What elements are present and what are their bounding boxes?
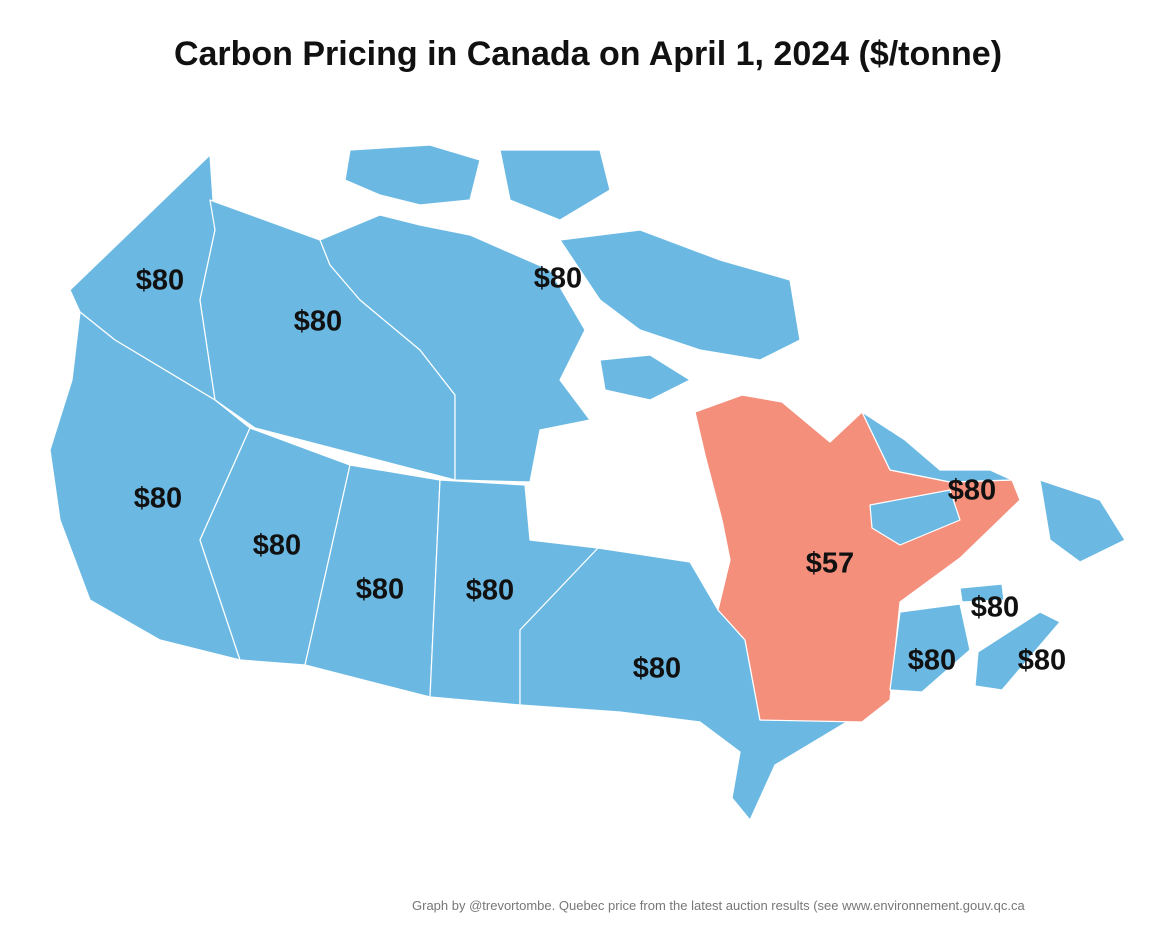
region-label: $80 bbox=[1018, 645, 1066, 677]
map-title: Carbon Pricing in Canada on April 1, 202… bbox=[174, 35, 1002, 73]
region-label: $80 bbox=[971, 592, 1019, 624]
region-label: $80 bbox=[466, 575, 514, 607]
region-label: $80 bbox=[534, 263, 582, 295]
region-shape bbox=[344, 144, 481, 206]
region-shape bbox=[974, 611, 1061, 691]
region-shape bbox=[599, 354, 691, 401]
region-label: $80 bbox=[136, 265, 184, 297]
region-shape bbox=[889, 603, 971, 693]
labels: $80 $80 $80 $80 $80 $80 $80 $80 $57 $80 … bbox=[134, 263, 1066, 685]
region-shape bbox=[49, 311, 251, 661]
region-shape bbox=[199, 427, 351, 666]
region-label: $80 bbox=[633, 653, 681, 685]
region-shape bbox=[499, 149, 611, 221]
region-label: $80 bbox=[253, 530, 301, 562]
region-label: $80 bbox=[356, 574, 404, 606]
region-shape bbox=[869, 489, 961, 546]
region-shape bbox=[861, 411, 1013, 483]
region-label: $80 bbox=[294, 306, 342, 338]
footer-note: Graph by @trevortombe. Quebec price from… bbox=[412, 898, 1025, 913]
region-shape bbox=[559, 229, 801, 361]
region-shape bbox=[1039, 479, 1126, 563]
region-label: $80 bbox=[948, 475, 996, 507]
region-shape bbox=[319, 214, 591, 483]
map bbox=[49, 144, 1126, 821]
region-label: $57 bbox=[806, 548, 854, 580]
region-shape bbox=[959, 583, 1005, 603]
region-label: $80 bbox=[908, 645, 956, 677]
region-label: $80 bbox=[134, 483, 182, 515]
region-shape bbox=[694, 394, 1021, 723]
